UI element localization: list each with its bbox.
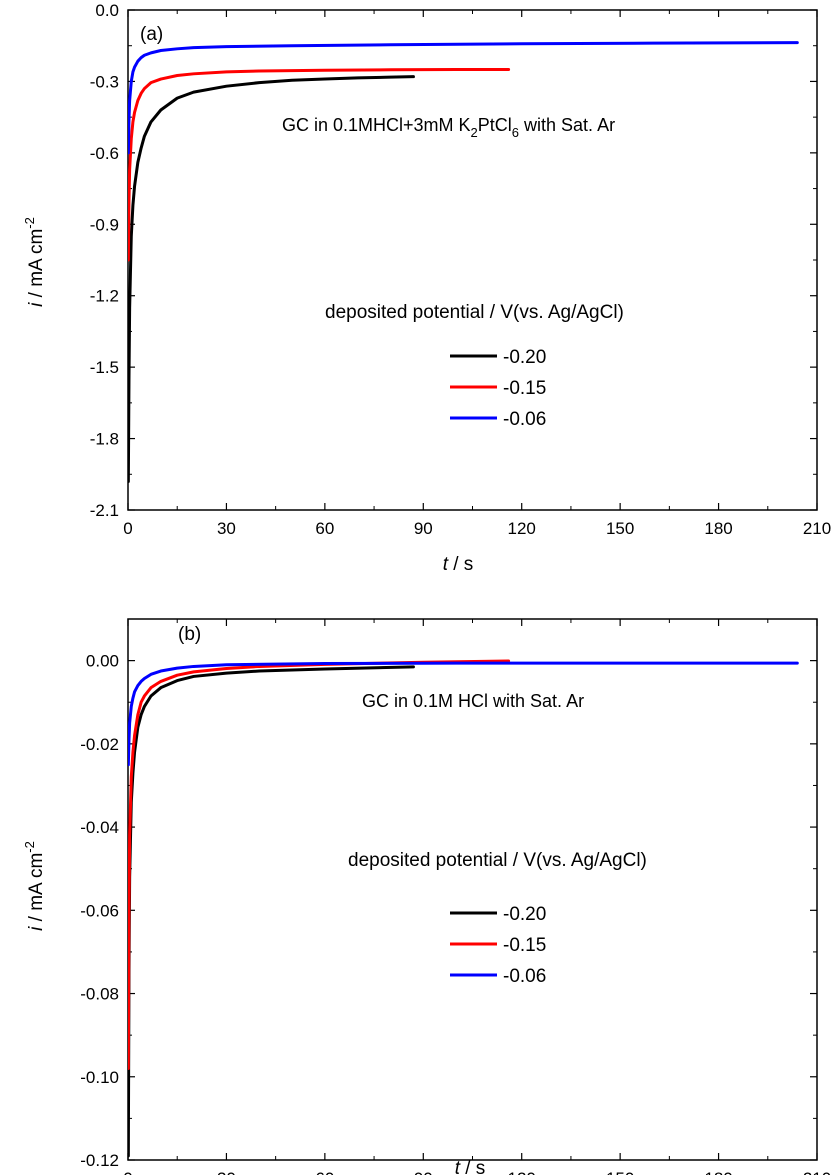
- x-tick-label: 30: [217, 1169, 236, 1175]
- annotation-subscript: 2: [471, 125, 478, 140]
- x-tick-label: 210: [803, 519, 831, 538]
- y-axis-label-symbol: i: [26, 302, 47, 307]
- legend-label: -0.15: [503, 378, 546, 399]
- annotation-text: GC in 0.1MHCl+3mM K: [282, 115, 471, 135]
- y-tick-label: -1.8: [90, 430, 119, 449]
- x-tick-label: 0: [123, 1169, 132, 1175]
- legend-label: -0.20: [503, 347, 546, 368]
- x-tick-label: 0: [123, 519, 132, 538]
- condition-annotation: GC in 0.1M HCl with Sat. Ar: [362, 691, 584, 711]
- y-tick-label: -1.5: [90, 358, 119, 377]
- annotation-subscript: 6: [512, 125, 519, 140]
- condition-annotation: GC in 0.1MHCl+3mM K2PtCl6 with Sat. Ar: [282, 115, 615, 140]
- series-line--0.20: [128, 665, 415, 1158]
- x-tick-label: 120: [508, 519, 536, 538]
- x-axis-label-symbol: t: [443, 554, 449, 575]
- series-line--0.20: [128, 75, 415, 483]
- x-tick-label: 180: [704, 519, 732, 538]
- panel-label: (a): [140, 24, 163, 45]
- series-line--0.15: [128, 659, 511, 1070]
- y-axis-label: i / mA cm-2: [22, 841, 47, 931]
- y-tick-label: -0.6: [90, 144, 119, 163]
- legend-label: -0.20: [503, 904, 546, 925]
- legend-label: -0.06: [503, 966, 546, 987]
- series-line--0.06: [128, 661, 799, 767]
- legend-label: -0.15: [503, 935, 546, 956]
- x-tick-label: 30: [217, 519, 236, 538]
- y-tick-label: -0.3: [90, 72, 119, 91]
- y-tick-label: -0.04: [80, 818, 119, 837]
- y-tick-label: -2.1: [90, 501, 119, 520]
- x-tick-label: 120: [508, 1169, 536, 1175]
- y-tick-label: -0.9: [90, 215, 119, 234]
- y-axis-label-unit: / mA cm: [26, 853, 47, 927]
- y-axis-label-superscript: -2: [22, 217, 37, 229]
- legend-title: deposited potential / V(vs. Ag/AgCl): [325, 302, 624, 323]
- x-tick-label: 90: [414, 1169, 433, 1175]
- chart-panel-1: 0 30 60 90 120 150 180 210 0.00 -0.02 -0.04 -0.06 -0…: [22, 618, 831, 1175]
- panel-label: (b): [178, 624, 201, 645]
- y-tick-label: -0.06: [80, 901, 119, 920]
- x-tick-label: 150: [606, 1169, 634, 1175]
- series-line--0.15: [128, 68, 511, 262]
- y-tick-label: -0.10: [80, 1068, 119, 1087]
- y-axis-label-unit: / mA cm: [26, 229, 47, 303]
- x-tick-label: 210: [803, 1169, 831, 1175]
- y-axis-label: i / mA cm-2: [22, 217, 47, 307]
- y-tick-label: -0.02: [80, 735, 119, 754]
- chart-panel-0: 0 30 60 90 120 150 180 210 0.0 -0.3 -0.6 -0.9 -1.2 -1…: [22, 1, 831, 575]
- x-axis-label-unit: / s: [448, 554, 473, 575]
- x-axis-label: t / s: [455, 1158, 486, 1175]
- x-tick-label: 90: [414, 519, 433, 538]
- x-tick-label: 150: [606, 519, 634, 538]
- legend-title: deposited potential / V(vs. Ag/AgCl): [348, 850, 647, 871]
- x-axis-label-symbol: t: [455, 1158, 461, 1175]
- y-tick-label: 0.00: [86, 652, 119, 671]
- y-tick-label: -0.08: [80, 985, 119, 1004]
- annotation-text: GC in 0.1M HCl with Sat. Ar: [362, 691, 584, 711]
- x-tick-label: 60: [315, 1169, 334, 1175]
- series-line--0.06: [128, 41, 799, 155]
- x-axis-label-unit: / s: [460, 1158, 485, 1175]
- y-tick-label: -1.2: [90, 287, 119, 306]
- y-tick-label: -0.12: [80, 1151, 119, 1170]
- y-axis-label-symbol: i: [26, 926, 47, 931]
- y-axis-label-superscript: -2: [22, 841, 37, 853]
- x-tick-label: 180: [704, 1169, 732, 1175]
- x-tick-label: 60: [315, 519, 334, 538]
- x-axis-label: t / s: [443, 554, 474, 575]
- y-tick-label: 0.0: [95, 1, 119, 20]
- legend-label: -0.06: [503, 409, 546, 430]
- annotation-text: PtCl: [478, 115, 512, 135]
- annotation-text: with Sat. Ar: [519, 115, 615, 135]
